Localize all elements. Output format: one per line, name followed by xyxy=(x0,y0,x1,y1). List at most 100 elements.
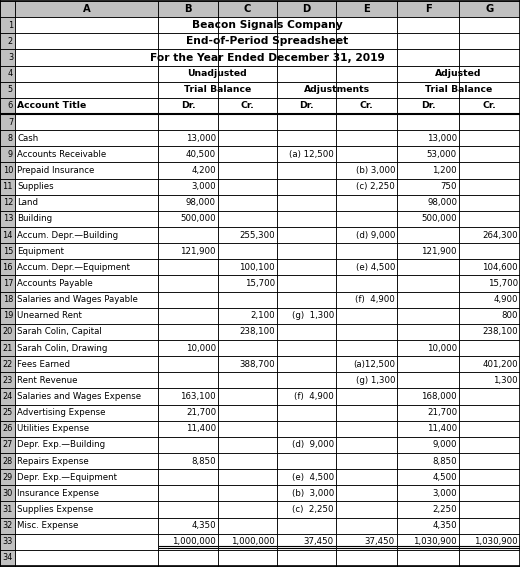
Text: Accum. Depr.—Building: Accum. Depr.—Building xyxy=(17,231,118,240)
Text: Trial Balance: Trial Balance xyxy=(425,85,492,94)
Bar xyxy=(218,211,277,227)
Bar xyxy=(218,421,277,437)
Text: Repairs Expense: Repairs Expense xyxy=(17,456,89,466)
Bar xyxy=(459,17,520,33)
Bar xyxy=(158,33,218,49)
Text: 37,450: 37,450 xyxy=(365,538,395,546)
Bar xyxy=(336,373,397,388)
Bar xyxy=(397,194,459,211)
Bar xyxy=(459,194,520,211)
Bar xyxy=(336,259,397,276)
Bar xyxy=(277,179,336,194)
Text: 121,900: 121,900 xyxy=(422,247,457,256)
Bar xyxy=(397,33,459,49)
Text: Unearned Rent: Unearned Rent xyxy=(17,311,82,320)
Text: 21,700: 21,700 xyxy=(427,408,457,417)
Text: Prepaid Insurance: Prepaid Insurance xyxy=(17,166,94,175)
Bar xyxy=(15,308,158,324)
Bar xyxy=(218,49,277,66)
Bar xyxy=(397,291,459,308)
Bar xyxy=(397,324,459,340)
Text: 104,600: 104,600 xyxy=(483,263,518,272)
Bar xyxy=(15,162,158,179)
Bar xyxy=(0,194,15,211)
Bar xyxy=(218,227,277,243)
Bar xyxy=(218,453,277,469)
Bar xyxy=(0,550,15,566)
Bar xyxy=(397,469,459,485)
Bar xyxy=(459,501,520,518)
Bar xyxy=(277,518,336,534)
Bar xyxy=(158,550,218,566)
Bar xyxy=(0,17,15,33)
Bar xyxy=(397,388,459,405)
Bar xyxy=(158,194,218,211)
Bar xyxy=(0,98,15,114)
Text: 5: 5 xyxy=(8,85,13,94)
Bar xyxy=(397,550,459,566)
Bar xyxy=(15,388,158,405)
Text: 255,300: 255,300 xyxy=(239,231,275,240)
Bar xyxy=(397,82,459,98)
Bar xyxy=(218,1,277,17)
Text: 31: 31 xyxy=(3,505,13,514)
Text: 2,100: 2,100 xyxy=(250,311,275,320)
Bar xyxy=(158,130,218,146)
Text: 1,000,000: 1,000,000 xyxy=(231,538,275,546)
Bar xyxy=(15,356,158,373)
Bar xyxy=(0,308,15,324)
Bar xyxy=(397,276,459,291)
Text: For the Year Ended December 31, 2019: For the Year Ended December 31, 2019 xyxy=(150,53,385,62)
Bar xyxy=(277,534,336,550)
Bar xyxy=(158,259,218,276)
Bar xyxy=(0,501,15,518)
Bar xyxy=(218,373,277,388)
Bar xyxy=(459,276,520,291)
Text: 27: 27 xyxy=(3,441,13,450)
Bar xyxy=(397,227,459,243)
Text: Beacon Signals Company: Beacon Signals Company xyxy=(192,20,343,30)
Text: Fees Earned: Fees Earned xyxy=(17,359,70,369)
Text: Salaries and Wages Expense: Salaries and Wages Expense xyxy=(17,392,141,401)
Text: 10: 10 xyxy=(3,166,13,175)
Bar xyxy=(459,485,520,501)
Text: Dr.: Dr. xyxy=(299,101,314,111)
Bar xyxy=(158,388,218,405)
Text: 16: 16 xyxy=(3,263,13,272)
Bar xyxy=(459,388,520,405)
Bar xyxy=(15,518,158,534)
Text: (c) 2,250: (c) 2,250 xyxy=(356,182,395,191)
Bar xyxy=(15,243,158,259)
Text: 11,400: 11,400 xyxy=(427,424,457,433)
Bar xyxy=(218,66,277,82)
Bar xyxy=(336,66,397,82)
Bar xyxy=(15,1,158,17)
Bar xyxy=(336,33,397,49)
Bar xyxy=(158,308,218,324)
Bar xyxy=(15,421,158,437)
Bar xyxy=(277,162,336,179)
Bar xyxy=(158,469,218,485)
Bar xyxy=(397,518,459,534)
Bar xyxy=(158,291,218,308)
Bar xyxy=(277,130,336,146)
Bar xyxy=(336,82,397,98)
Bar xyxy=(15,373,158,388)
Bar xyxy=(0,49,15,66)
Bar xyxy=(397,114,459,130)
Text: 163,100: 163,100 xyxy=(180,392,216,401)
Bar xyxy=(15,501,158,518)
Bar xyxy=(158,324,218,340)
Text: 14: 14 xyxy=(3,231,13,240)
Text: Accounts Receivable: Accounts Receivable xyxy=(17,150,106,159)
Bar xyxy=(277,453,336,469)
Bar xyxy=(15,550,158,566)
Bar xyxy=(397,1,459,17)
Bar xyxy=(277,550,336,566)
Text: Supplies: Supplies xyxy=(17,182,54,191)
Text: 25: 25 xyxy=(3,408,13,417)
Text: Insurance Expense: Insurance Expense xyxy=(17,489,99,498)
Bar xyxy=(158,114,218,130)
Text: 1,030,900: 1,030,900 xyxy=(474,538,518,546)
Bar xyxy=(15,259,158,276)
